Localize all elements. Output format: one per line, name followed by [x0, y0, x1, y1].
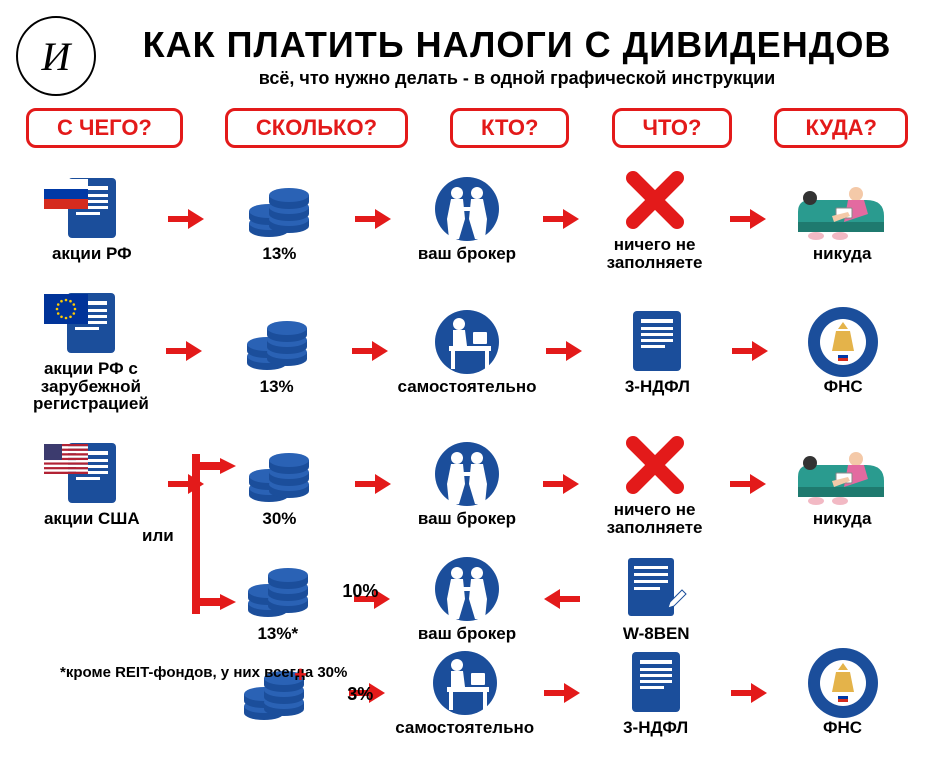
- where-cell: никуда: [776, 440, 908, 528]
- plus-symbol: +: [294, 662, 307, 688]
- header: И КАК ПЛАТИТЬ НАЛОГИ С ДИВИДЕНДОВ всё, ч…: [16, 16, 918, 96]
- what-cell: ничего не заполняете: [589, 166, 721, 272]
- amount-cell: 13%: [214, 175, 346, 263]
- source-cell-icon: [26, 290, 156, 358]
- amount-side-label: 10%: [342, 581, 378, 602]
- flag-icon: [44, 444, 88, 474]
- what-cell-label: ничего не заполняете: [589, 501, 721, 537]
- source-cell: акции РФ: [26, 175, 158, 263]
- source-cell-icon: [26, 175, 158, 243]
- flow-row-4: 3% самостоятельно 3-НДФЛ ФНС: [16, 649, 918, 737]
- column-headers: С ЧЕГО? СКОЛЬКО? КТО? ЧТО? КУДА?: [16, 108, 918, 148]
- flag-icon: [44, 179, 88, 209]
- what-cell-label: ничего не заполняете: [589, 236, 721, 272]
- who-cell-icon: [398, 308, 537, 376]
- who-cell-label: ваш брокер: [401, 245, 533, 263]
- arrow-icon: [168, 207, 204, 231]
- arrow-icon: [355, 207, 391, 231]
- amount-cell-label: 13%: [214, 245, 346, 263]
- logo-letter: И: [42, 33, 71, 80]
- flow-rows: акции РФ 13% ваш брокер ничего не заполн…: [16, 166, 918, 737]
- amount-cell-label: 13%: [212, 378, 342, 396]
- what-cell: 3-НДФЛ: [590, 649, 721, 737]
- column-header-2: КТО?: [450, 108, 569, 148]
- what-cell-label: W-8BEN: [590, 625, 723, 643]
- branch-connector: или: [176, 454, 236, 634]
- who-cell: ваш брокер: [401, 175, 533, 263]
- where-cell: никуда: [776, 175, 908, 263]
- page-subtitle: всё, что нужно делать - в одной графичес…: [116, 68, 918, 89]
- what-cell: ничего не заполняете: [589, 431, 721, 537]
- flow-row-1: акции РФ с зарубежной регистрацией 13% с…: [16, 290, 918, 414]
- where-cell: ФНС: [777, 649, 908, 737]
- amount-cell: 13%: [212, 308, 342, 396]
- what-cell-icon: [589, 431, 721, 499]
- what-cell-icon: [592, 308, 722, 376]
- arrow-icon: [543, 207, 579, 231]
- amount-cell-icon: [212, 308, 342, 376]
- who-cell: ваш брокер: [400, 555, 533, 643]
- flow-row-0: акции РФ 13% ваш брокер ничего не заполн…: [16, 166, 918, 272]
- what-cell-icon: [590, 555, 723, 623]
- column-header-4: КУДА?: [774, 108, 908, 148]
- who-cell-label: ваш брокер: [401, 510, 533, 528]
- arrow-icon: [544, 587, 580, 611]
- who-cell: самостоятельно: [398, 308, 537, 396]
- where-cell: ФНС: [778, 308, 908, 396]
- what-cell-icon: [590, 649, 721, 717]
- where-cell-icon: [778, 308, 908, 376]
- source-cell-label: акции РФ с зарубежной регистрацией: [26, 360, 156, 414]
- where-cell-label: никуда: [776, 245, 908, 263]
- what-cell-label: 3-НДФЛ: [590, 719, 721, 737]
- where-cell-icon: [776, 440, 908, 508]
- where-cell-icon: [777, 649, 908, 717]
- who-cell-label: ваш брокер: [400, 625, 533, 643]
- where-cell-label: ФНС: [777, 719, 908, 737]
- flow-row-3: 13%* 10% ваш брокер W-8BEN: [16, 555, 918, 643]
- branch-or-label: или: [142, 526, 174, 546]
- who-cell-icon: [401, 440, 533, 508]
- title-block: КАК ПЛАТИТЬ НАЛОГИ С ДИВИДЕНДОВ всё, что…: [116, 16, 918, 89]
- column-header-1: СКОЛЬКО?: [225, 108, 408, 148]
- who-cell-icon: [400, 555, 533, 623]
- source-cell-label: акции РФ: [26, 245, 158, 263]
- arrow-icon: [543, 472, 579, 496]
- who-cell-icon: [401, 175, 533, 243]
- arrow-icon: [730, 207, 766, 231]
- source-cell: акции РФ с зарубежной регистрацией: [26, 290, 156, 414]
- amount-side-label: 3%: [347, 684, 373, 705]
- who-cell-label: самостоятельно: [395, 719, 534, 737]
- what-cell: 3-НДФЛ: [592, 308, 722, 396]
- flow-row-2: акции США 30% ваш брокер ничего не запол…: [16, 431, 918, 537]
- who-cell-icon: [395, 649, 534, 717]
- where-cell-icon: [776, 175, 908, 243]
- where-cell-label: ФНС: [778, 378, 908, 396]
- what-cell-label: 3-НДФЛ: [592, 378, 722, 396]
- who-cell: самостоятельно: [395, 649, 534, 737]
- arrow-icon: [352, 339, 388, 363]
- where-cell-label: никуда: [776, 510, 908, 528]
- arrow-icon: [544, 681, 580, 705]
- column-header-0: С ЧЕГО?: [26, 108, 183, 148]
- source-cell-label: акции США: [26, 510, 158, 528]
- who-cell: ваш брокер: [401, 440, 533, 528]
- amount-cell-icon: [214, 175, 346, 243]
- page-title: КАК ПЛАТИТЬ НАЛОГИ С ДИВИДЕНДОВ: [116, 24, 918, 66]
- source-cell-icon: [26, 440, 158, 508]
- logo-icon: И: [16, 16, 96, 96]
- arrow-icon: [546, 339, 582, 363]
- who-cell-label: самостоятельно: [398, 378, 537, 396]
- flag-icon: [44, 294, 88, 324]
- what-cell: W-8BEN: [590, 555, 723, 643]
- arrow-icon: [166, 339, 202, 363]
- source-cell: акции США: [26, 440, 158, 528]
- what-cell-icon: [589, 166, 721, 234]
- column-header-3: ЧТО?: [612, 108, 733, 148]
- arrow-icon: [355, 472, 391, 496]
- arrow-icon: [731, 681, 767, 705]
- arrow-icon: [730, 472, 766, 496]
- arrow-icon: [732, 339, 768, 363]
